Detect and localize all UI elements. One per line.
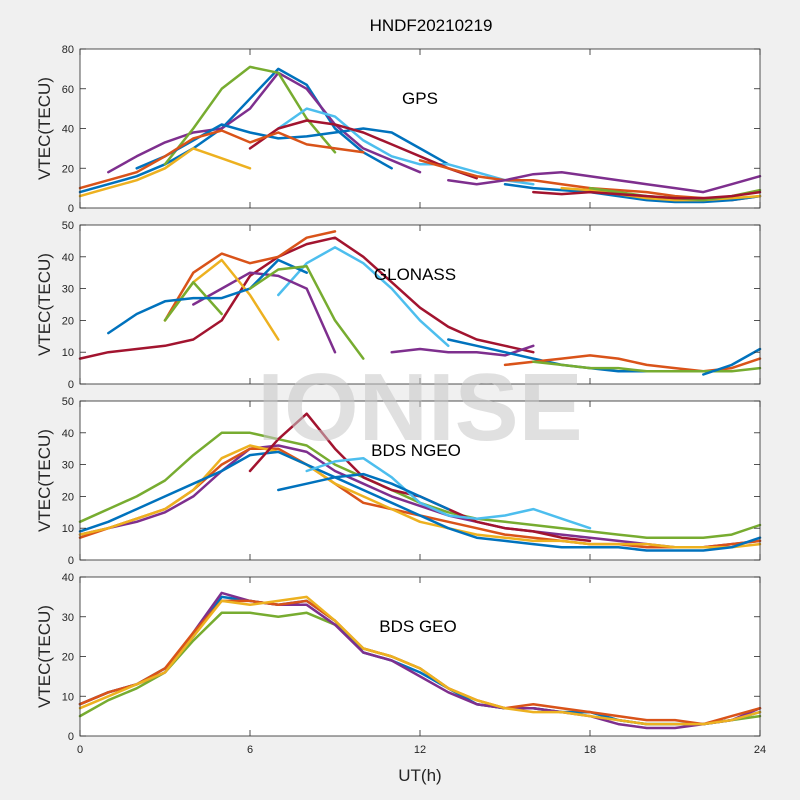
y-tick-label: 40 [62,252,74,264]
y-tick-label: 40 [62,124,74,136]
series-line-1 [78,236,535,360]
y-tick-label: 0 [68,731,74,743]
series-line-7 [305,456,592,530]
y-tick-label: 10 [62,523,74,535]
y-tick-label: 20 [62,315,74,327]
x-tick-label: 0 [77,744,83,756]
y-tick-label: 30 [62,284,74,296]
series-line-6 [163,280,223,322]
figure-title: HNDF20210219 [370,16,493,35]
series-line-11 [503,182,762,204]
series-annotation: BDS NGEO [371,441,461,460]
series-line-7 [107,258,308,335]
series-line-5 [78,595,762,726]
series-line-10 [447,170,762,194]
plot-area [80,401,760,560]
series-annotation: GLONASS [374,265,456,284]
y-tick-label: 80 [62,44,74,56]
y-tick-label: 50 [62,396,74,408]
series-line-6 [248,119,478,180]
plot-area [80,577,760,736]
y-axis-label: VTEC(TECU) [35,429,54,532]
series-line-3 [277,246,450,348]
series-annotation: GPS [402,89,438,108]
y-tick-label: 10 [62,691,74,703]
x-tick-label: 18 [584,744,596,756]
y-tick-label: 20 [62,163,74,175]
y-tick-label: 0 [68,379,74,391]
y-tick-label: 30 [62,460,74,472]
subplot-2: 0 10 20 30 40 50 VTEC(TECU) GLONASS [35,220,762,391]
series-line-2 [107,71,422,174]
y-axis-label: VTEC(TECU) [35,253,54,356]
plot-area [80,49,760,208]
series-annotation: BDS GEO [379,617,456,636]
y-tick-label: 10 [62,347,74,359]
y-tick-label: 0 [68,555,74,567]
series-line-4 [78,444,762,549]
y-axis-label: VTEC(TECU) [35,77,54,180]
series-line-12 [560,186,762,202]
x-tick-label: 6 [247,744,253,756]
x-axis-label: UT(h) [398,766,441,785]
series-line-3 [163,65,337,166]
subplot-1: 0 20 40 60 80 VTEC(TECU) GPS [35,44,762,215]
y-tick-label: 50 [62,220,74,232]
y-tick-label: 30 [62,612,74,624]
series-line-14 [532,190,762,200]
y-tick-label: 40 [62,428,74,440]
series-line-5 [78,450,762,552]
x-tick-label: 24 [754,744,766,756]
watermark: IONISE [257,354,582,461]
subplot-3: 0 10 20 30 40 50 VTEC(TECU) BDS NGEO [35,396,762,567]
series-line-10 [447,338,648,373]
x-tick-label: 12 [414,744,426,756]
series-line-5 [277,107,535,186]
series-line-8 [78,147,252,198]
series-line-8 [248,265,365,360]
series-line-12 [532,360,762,373]
y-tick-label: 20 [62,652,74,664]
series-line-2 [163,230,337,322]
series-line-13 [702,347,762,376]
y-tick-label: 40 [62,572,74,584]
y-axis-label: VTEC(TECU) [35,605,54,708]
series-line-8 [277,472,450,511]
y-tick-label: 20 [62,491,74,503]
subplot-4: 0 10 20 30 40 0 6 12 18 24 VTEC(TECU) BDS GEO [35,572,766,756]
y-tick-label: 0 [68,203,74,215]
y-tick-label: 60 [62,84,74,96]
series-line-7 [78,129,365,190]
